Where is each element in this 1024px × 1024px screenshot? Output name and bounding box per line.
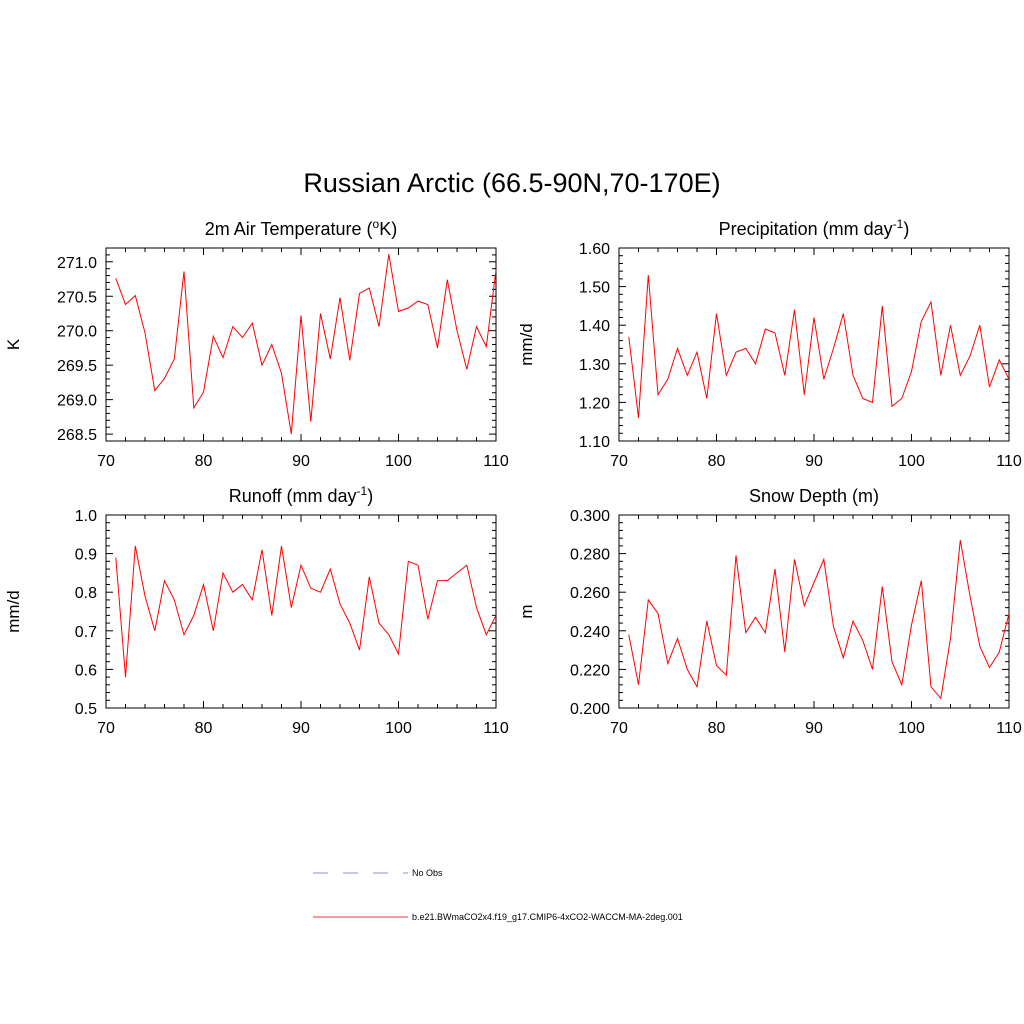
x-tick-label: 100 — [385, 453, 412, 470]
x-tick-label: 100 — [898, 720, 925, 737]
y-tick-label: 0.280 — [570, 547, 610, 564]
y-tick-label: 1.20 — [579, 395, 610, 412]
x-tick-label: 90 — [805, 720, 823, 737]
y-tick-label: 1.50 — [579, 280, 610, 297]
y-tick-label: 270.0 — [57, 324, 97, 341]
panel-title-runoff: Runoff (mm day-1) — [229, 484, 373, 506]
y-axis-label: K — [4, 338, 23, 350]
y-tick-label: 0.7 — [75, 624, 97, 641]
x-tick-label: 70 — [610, 720, 628, 737]
y-tick-label: 269.0 — [57, 393, 97, 410]
y-axis-label: mm/d — [4, 590, 23, 633]
y-tick-label: 270.5 — [57, 289, 97, 306]
y-tick-label: 1.10 — [579, 434, 610, 451]
x-tick-label: 100 — [385, 720, 412, 737]
x-tick-label: 100 — [898, 453, 925, 470]
x-tick-label: 90 — [292, 720, 310, 737]
y-tick-label: 1.30 — [579, 357, 610, 374]
x-tick-label: 80 — [195, 720, 213, 737]
x-tick-label: 70 — [97, 720, 115, 737]
chart-panel-runoff: 70 80 90 100 110 0.5 0.6 0.7 0.8 0.9 1.0 mm/d Runoff… — [4, 484, 509, 737]
chart-panel-snow-depth: 70 80 90 100 110 0.200 0.220 0.240 0.260 0.280 0.3… — [517, 486, 1022, 737]
x-tick-label: 80 — [708, 453, 726, 470]
x-tick-label: 110 — [483, 453, 509, 470]
main-title: Russian Arctic (66.5-90N,70-170E) — [303, 168, 720, 198]
x-tick-label: 110 — [483, 720, 509, 737]
legend-label-model-run: b.e21.BWmaCO2x4.f19_g17.CMIP6-4xCO2-WACC… — [412, 912, 683, 922]
y-tick-label: 1.0 — [75, 508, 97, 525]
x-tick-label: 90 — [805, 453, 823, 470]
y-tick-label: 0.240 — [570, 624, 610, 641]
x-tick-label: 70 — [97, 453, 115, 470]
series-line-runoff — [115, 545, 497, 678]
y-tick-label: 0.6 — [75, 662, 97, 679]
y-axis-label: m — [517, 604, 536, 618]
panel-title-air-temperature: 2m Air Temperature (oK) — [205, 217, 397, 239]
chart-panel-air-temperature: 70 80 90 100 110 268.5 269.0 269.5 270.0 270.5 271… — [4, 217, 509, 470]
chart-panel-precipitation: 70 80 90 100 110 1.10 1.20 1.30 1.40 1.50 1.60 mm/d… — [517, 217, 1022, 470]
y-tick-label: 268.5 — [57, 427, 97, 444]
y-tick-label: 1.40 — [579, 318, 610, 335]
series-line-snow-depth — [628, 540, 1010, 700]
y-tick-label: 0.8 — [75, 585, 97, 602]
x-tick-label: 70 — [610, 453, 628, 470]
y-tick-label: 0.300 — [570, 508, 610, 525]
y-tick-label: 0.200 — [570, 701, 610, 718]
y-tick-label: 1.60 — [579, 241, 610, 258]
legend: No Obs b.e21.BWmaCO2x4.f19_g17.CMIP6-4xC… — [313, 868, 683, 922]
y-tick-label: 271.0 — [57, 255, 97, 272]
y-axis-label: mm/d — [517, 323, 536, 366]
x-tick-label: 90 — [292, 453, 310, 470]
x-tick-label: 110 — [996, 453, 1022, 470]
y-tick-label: 269.5 — [57, 358, 97, 375]
x-tick-label: 80 — [195, 453, 213, 470]
x-tick-label: 80 — [708, 720, 726, 737]
series-line-air-temperature — [115, 254, 497, 435]
y-tick-label: 0.260 — [570, 585, 610, 602]
panel-title-snow-depth: Snow Depth (m) — [749, 486, 879, 506]
y-tick-label: 0.9 — [75, 547, 97, 564]
x-tick-label: 110 — [996, 720, 1022, 737]
legend-label-no-obs: No Obs — [412, 868, 443, 878]
y-tick-label: 0.5 — [75, 701, 97, 718]
y-tick-label: 0.220 — [570, 662, 610, 679]
series-line-precipitation — [628, 274, 1010, 418]
panel-title-precipitation: Precipitation (mm day-1) — [719, 217, 910, 239]
